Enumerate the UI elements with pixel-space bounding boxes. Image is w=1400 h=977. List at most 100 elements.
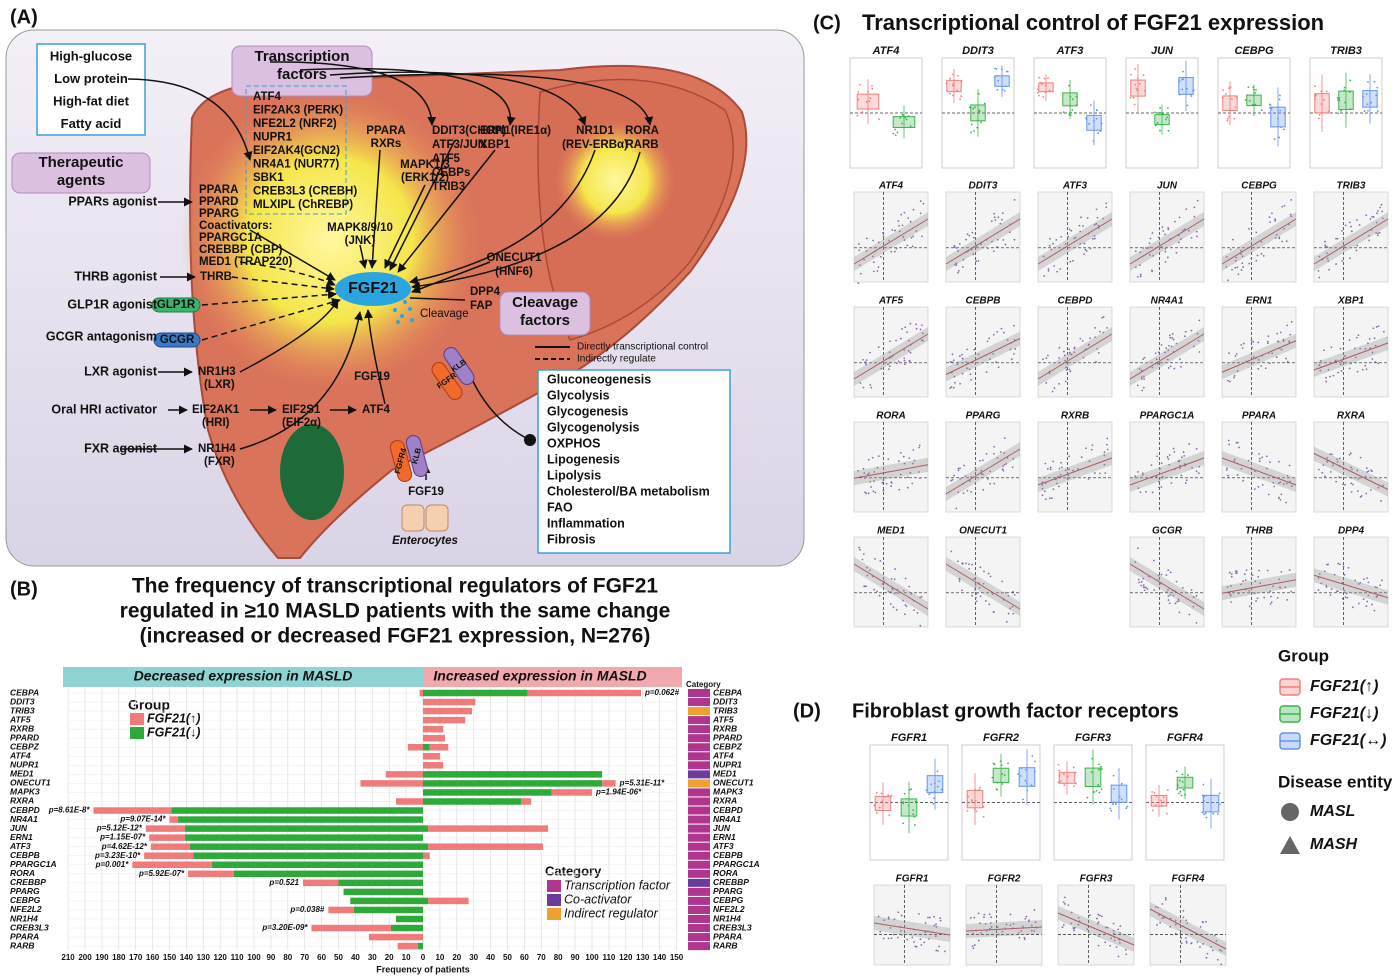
mini-title: FGFR1 <box>896 874 929 885</box>
mini-dot <box>971 563 973 566</box>
mini-dot <box>1344 483 1346 486</box>
category-strip <box>688 770 710 779</box>
x-tick-label: 0 <box>421 953 426 962</box>
mini-dot <box>1086 217 1089 219</box>
mini-dot <box>1053 387 1056 389</box>
y-tick-label: CEBPG <box>10 895 41 905</box>
mini-dot <box>1047 268 1050 270</box>
label: CREBBP (CBP) <box>199 244 283 256</box>
mini-box <box>970 104 986 122</box>
mini-dot <box>983 916 985 919</box>
mini-dot <box>858 83 861 86</box>
mini-dot <box>1004 243 1007 246</box>
mini-dot <box>977 259 980 262</box>
fit-line <box>1037 218 1113 265</box>
legend-label: FGF21(↑) <box>1310 678 1378 695</box>
mini-dot <box>1043 77 1046 80</box>
mini-dot <box>955 264 958 267</box>
mini-dot <box>987 247 989 250</box>
y-tick-label: ERN1 <box>10 832 33 842</box>
gcgr-pill <box>153 332 201 348</box>
mini-dot <box>887 458 890 461</box>
mini-dot <box>1093 472 1096 474</box>
mini-dot <box>1072 766 1075 769</box>
mini-dot <box>980 472 983 475</box>
mini-dot <box>973 578 975 580</box>
mini-box <box>900 798 918 817</box>
label: CREB3L3 (CREBH) <box>253 186 357 198</box>
mini-dot <box>1024 918 1027 920</box>
fit-line <box>945 563 1021 610</box>
mini-dot <box>1070 353 1073 356</box>
mini-dot <box>1337 562 1340 565</box>
mini-dot <box>1192 345 1195 348</box>
mini-dot <box>1013 353 1015 355</box>
mini-dot <box>1359 581 1362 584</box>
mini-dot <box>1096 922 1099 925</box>
mini-dot <box>900 213 903 216</box>
mini-dot <box>1079 230 1082 233</box>
mini-dot <box>1179 790 1182 793</box>
mini-dot <box>1318 572 1321 575</box>
mini-dot <box>996 926 999 929</box>
mini-dot <box>1170 482 1173 484</box>
fit-line <box>965 926 1043 932</box>
category-strip <box>688 860 710 869</box>
mini-dot <box>1191 466 1193 469</box>
label: RXRs <box>371 138 402 150</box>
mini-dot <box>887 590 890 593</box>
mini-dot <box>1192 605 1195 608</box>
mini-dot <box>959 467 961 470</box>
mini-title: FGFR3 <box>1075 732 1111 744</box>
mini-dot <box>1375 94 1378 97</box>
mini-dot <box>1167 227 1170 229</box>
mini-dot <box>1355 249 1358 252</box>
mini-dot <box>1050 497 1053 499</box>
x-tick-label: 200 <box>78 953 92 962</box>
mini-dot <box>1235 441 1238 444</box>
category-strip <box>688 788 710 797</box>
mini-dot <box>1167 129 1170 132</box>
mini-dot <box>1177 241 1180 244</box>
mini-dot <box>1179 238 1182 240</box>
mini-dot <box>1142 586 1145 589</box>
mini-dot <box>1013 594 1016 596</box>
mini-dot <box>1274 219 1277 222</box>
mini-dot <box>1318 255 1321 258</box>
mini-dot <box>863 585 866 588</box>
label: PPARGC1A <box>199 232 262 244</box>
mini-dot <box>874 557 876 560</box>
fit-line <box>945 338 1021 375</box>
mini-dot <box>1376 586 1378 589</box>
mini-dot <box>968 234 971 237</box>
mini-dot <box>1265 455 1268 458</box>
mini-dot <box>1086 796 1089 799</box>
mini-dot <box>1110 809 1113 812</box>
mini-dot <box>953 244 956 247</box>
mini-dot <box>1215 939 1218 942</box>
mini-frame <box>1313 191 1389 283</box>
mini-dot <box>906 938 909 941</box>
mini-dot <box>1150 464 1153 467</box>
mini-dot <box>1182 909 1185 912</box>
dashed-arrows <box>201 261 341 341</box>
mini-box <box>1058 771 1076 784</box>
bar <box>419 689 423 697</box>
mini-box <box>1110 784 1128 803</box>
x-tick-label: 210 <box>61 953 75 962</box>
mini-dot <box>1326 563 1328 566</box>
mini-dot <box>897 360 900 363</box>
mini-dot <box>1190 329 1193 332</box>
mini-dot <box>1366 600 1369 603</box>
mini-dot <box>1376 234 1379 237</box>
mini-dot <box>1047 269 1050 272</box>
mini-dot <box>892 933 895 936</box>
mini-dot <box>915 327 918 330</box>
mini-dot <box>1095 208 1098 211</box>
mini-dot <box>887 794 890 797</box>
mini-dot <box>1202 921 1204 923</box>
mini-dot <box>1235 572 1237 575</box>
mini-dot <box>1072 785 1075 788</box>
bar <box>551 789 592 796</box>
mini-dot <box>1174 932 1177 935</box>
